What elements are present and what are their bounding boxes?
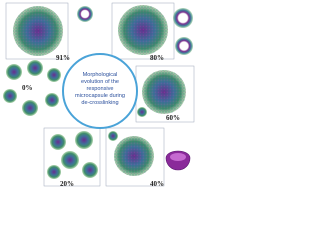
inset-bowl-rim bbox=[170, 153, 186, 161]
micelle bbox=[22, 100, 38, 116]
snapshot-91: 91% bbox=[5, 2, 93, 62]
capsule-texture bbox=[118, 5, 168, 55]
micelle bbox=[27, 60, 43, 76]
inset bbox=[77, 6, 93, 22]
micelle bbox=[82, 162, 98, 178]
snapshot-40: 40% bbox=[105, 127, 191, 188]
capsule-texture bbox=[142, 70, 186, 114]
inset bbox=[175, 37, 193, 55]
snapshot-0: 0% bbox=[3, 60, 61, 116]
caption-line: Morphological bbox=[83, 72, 118, 78]
capsule-texture bbox=[13, 6, 63, 56]
sim-box bbox=[111, 2, 175, 60]
label: 0% bbox=[22, 84, 33, 92]
micelle bbox=[3, 89, 17, 103]
micelle bbox=[108, 131, 118, 141]
micelle bbox=[45, 93, 59, 107]
label: 60% bbox=[166, 114, 180, 122]
graphical-abstract: 91% 80% 0% 60% 20% bbox=[3, 2, 195, 188]
caption-circle bbox=[62, 53, 138, 129]
caption-line: microcapsule during bbox=[75, 93, 125, 99]
micelle bbox=[137, 107, 147, 117]
micelle bbox=[61, 151, 79, 169]
center-caption: Morphological evolution of the responsiv… bbox=[62, 53, 138, 129]
micelle bbox=[6, 64, 22, 80]
capsule-texture bbox=[114, 136, 154, 176]
label: 20% bbox=[60, 180, 74, 188]
caption-line: evolution of the bbox=[81, 79, 119, 85]
sim-box bbox=[105, 127, 165, 187]
micelle bbox=[75, 131, 93, 149]
label: 80% bbox=[150, 54, 164, 62]
inset bbox=[173, 8, 193, 28]
micelle bbox=[47, 165, 61, 179]
label: 91% bbox=[56, 54, 70, 62]
snapshot-20: 20% bbox=[43, 127, 101, 188]
caption-line: responsive bbox=[86, 86, 113, 92]
sim-box bbox=[5, 2, 69, 60]
caption-line: de-crosslinking bbox=[81, 100, 118, 106]
snapshot-80: 80% bbox=[111, 2, 193, 62]
sim-box bbox=[43, 127, 101, 187]
label: 40% bbox=[150, 180, 164, 188]
micelle bbox=[47, 68, 61, 82]
snapshot-60: 60% bbox=[135, 65, 195, 123]
micelle bbox=[50, 134, 66, 150]
